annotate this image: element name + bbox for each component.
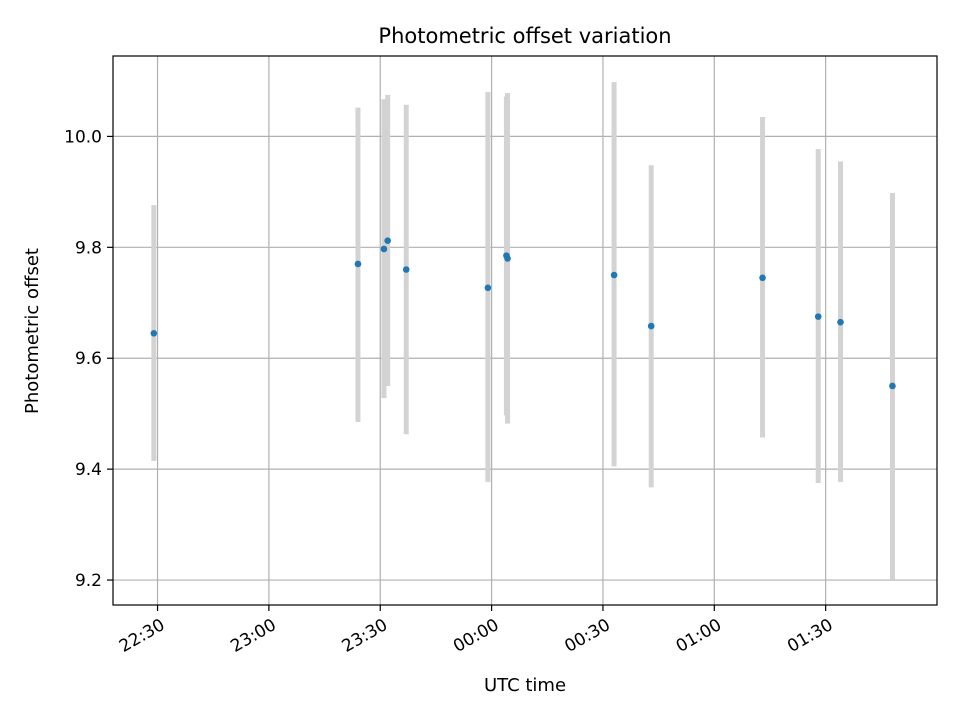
y-axis-label: Photometric offset (22, 248, 43, 414)
y-tick-label: 9.4 (75, 460, 102, 480)
data-point (837, 318, 844, 326)
data-point (380, 245, 388, 253)
data-point (889, 382, 896, 390)
data-point (759, 274, 766, 282)
y-tick-label: 9.2 (75, 571, 102, 591)
data-point (354, 260, 362, 268)
data-point (504, 255, 511, 262)
axes-frame (112, 55, 938, 606)
grid-lines (113, 56, 937, 605)
y-tick-label: 9.6 (75, 349, 102, 369)
y-axis-ticks: 9.2 9.4 9.6 9.8 10.0 (64, 127, 113, 591)
plot-area (112, 55, 938, 606)
data-point (610, 271, 618, 279)
data-point (150, 329, 158, 337)
data-point (647, 322, 655, 330)
data-point (814, 313, 822, 320)
data-point (484, 284, 492, 292)
x-axis-label: UTC time (484, 675, 566, 696)
data-point (384, 237, 391, 244)
data-point (402, 266, 410, 273)
y-tick-label: 10.0 (64, 127, 102, 147)
data-points (150, 237, 896, 390)
y-tick-label: 9.8 (75, 238, 102, 258)
chart-title: Photometric offset variation (378, 24, 671, 48)
